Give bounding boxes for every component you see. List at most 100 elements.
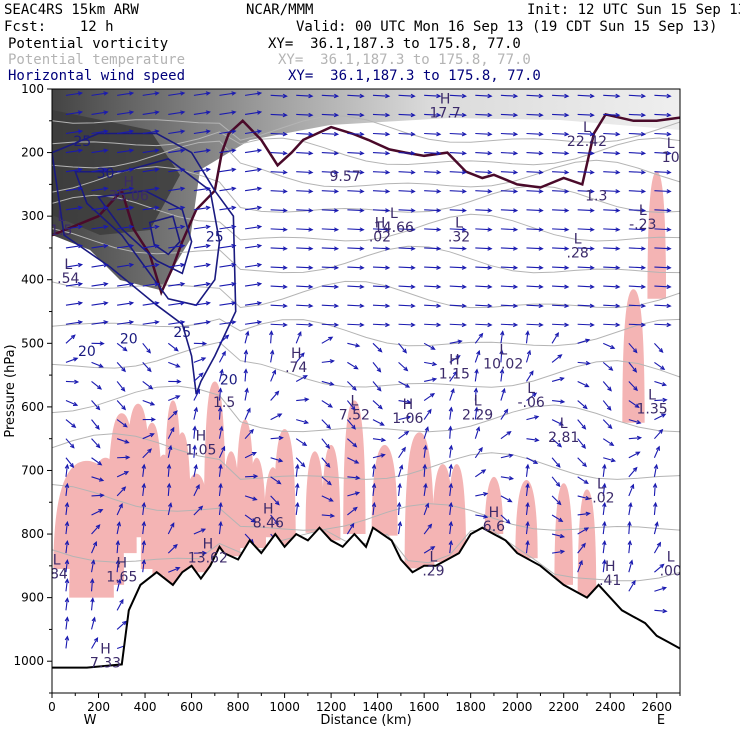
wind-vector-head xyxy=(628,559,634,565)
wind-vector-head xyxy=(154,110,160,115)
wind-vector xyxy=(91,476,104,482)
wind-vector-head xyxy=(77,224,84,230)
extremum-value: 1.5 xyxy=(213,395,235,411)
wind-vector xyxy=(475,304,492,307)
wind-vector xyxy=(372,503,375,516)
wind-vector xyxy=(270,304,287,307)
wind-vector xyxy=(193,111,210,115)
wind-vector xyxy=(270,391,279,401)
wind-speed-contours xyxy=(52,132,237,395)
extremum-value: -.06 xyxy=(517,395,544,411)
wind-vector-head xyxy=(92,540,98,547)
wind-vector xyxy=(219,187,236,192)
wind-vector-head xyxy=(205,148,211,153)
wind-vector xyxy=(525,483,529,496)
wind-vector-head xyxy=(359,131,365,137)
wind-vector xyxy=(219,206,236,211)
wind-vector-head xyxy=(410,131,416,137)
extremum-value: 2.29 xyxy=(462,408,493,424)
extremum-letter: L xyxy=(64,257,72,273)
wind-vector xyxy=(321,336,333,344)
wind-vector xyxy=(526,304,543,307)
wind-vector-head xyxy=(359,246,365,251)
wind-vector-head xyxy=(615,227,621,232)
wind-vector-head xyxy=(525,501,530,508)
wind-vector xyxy=(347,323,364,326)
wind-vector xyxy=(577,304,594,307)
wind-vector-head xyxy=(69,443,75,449)
wind-vector-head xyxy=(636,435,643,441)
wind-vector xyxy=(91,225,108,230)
wind-vector-head xyxy=(436,131,442,137)
wind-vector xyxy=(525,541,529,554)
wind-vector xyxy=(270,331,273,344)
x-tick-label: 800 xyxy=(227,700,250,714)
wind-vector-head xyxy=(256,167,263,172)
wind-vector xyxy=(372,152,390,154)
extremum-letter: L xyxy=(350,394,358,410)
wind-vector-head xyxy=(529,370,534,376)
wind-vector-head xyxy=(666,208,672,213)
wind-vector-head xyxy=(487,170,493,175)
wind-vector xyxy=(193,264,210,268)
wind-vector xyxy=(424,247,441,250)
y-tick-label: 300 xyxy=(21,209,44,223)
wind-vector xyxy=(91,302,108,306)
wind-vector xyxy=(423,483,427,496)
wind-vector xyxy=(218,426,223,439)
wind-vector-head xyxy=(640,322,647,328)
extremum-letter: L xyxy=(597,476,605,492)
wind-vector xyxy=(577,113,594,116)
wind-vector-head xyxy=(218,463,223,469)
wind-vector xyxy=(91,245,108,249)
wind-vector-head xyxy=(359,265,365,270)
wind-vector xyxy=(423,445,427,458)
wind-vector xyxy=(372,438,385,441)
wind-vector xyxy=(65,617,68,630)
wind-vector xyxy=(654,429,663,440)
wind-vector xyxy=(321,171,338,174)
wind-vector-head xyxy=(205,167,211,172)
wind-vector xyxy=(577,209,594,212)
wind-vector-head xyxy=(64,635,70,641)
wind-vector-head xyxy=(77,129,84,134)
wind-vector-head xyxy=(125,455,131,460)
wind-vector-head xyxy=(355,475,361,481)
wind-vector-head xyxy=(103,167,109,172)
wind-vector xyxy=(193,445,196,458)
wind-vector-head xyxy=(180,320,186,325)
wind-vector-head xyxy=(154,262,160,268)
wind-vector xyxy=(603,457,615,462)
wind-vector-head xyxy=(448,463,454,469)
wind-vector-head xyxy=(115,559,121,565)
wind-vector xyxy=(219,168,236,173)
wind-vector-head xyxy=(77,167,84,172)
wind-vector xyxy=(654,171,671,174)
wind-vector-head xyxy=(122,346,128,352)
field-xy-wind: XY= 36.1,187.3 to 175.8, 77.0 xyxy=(288,68,541,84)
wind-vector xyxy=(142,187,159,192)
wind-vector-head xyxy=(192,444,197,450)
wind-vector xyxy=(577,400,588,409)
wind-vector xyxy=(474,427,480,439)
wind-vector-head xyxy=(201,341,208,346)
wind-vector xyxy=(526,371,534,382)
wind-vector xyxy=(117,149,133,154)
wind-vector-head xyxy=(77,148,84,153)
wind-vector xyxy=(347,492,360,497)
wind-vector xyxy=(91,457,102,466)
wind-vector xyxy=(65,579,68,592)
wind-vector xyxy=(372,247,390,250)
wind-vector xyxy=(500,369,503,382)
wind-vector xyxy=(424,228,441,231)
wind-vector xyxy=(347,304,364,307)
wind-vector-head xyxy=(615,322,621,328)
wind-vector xyxy=(654,587,666,592)
wind-vector-head xyxy=(103,205,109,211)
wind-vector-head xyxy=(666,151,672,156)
wind-vector xyxy=(142,342,151,354)
wind-vector xyxy=(142,245,159,249)
wind-vector-head xyxy=(436,112,442,118)
wind-vector-head xyxy=(431,377,438,382)
wind-vector-head xyxy=(256,129,263,134)
